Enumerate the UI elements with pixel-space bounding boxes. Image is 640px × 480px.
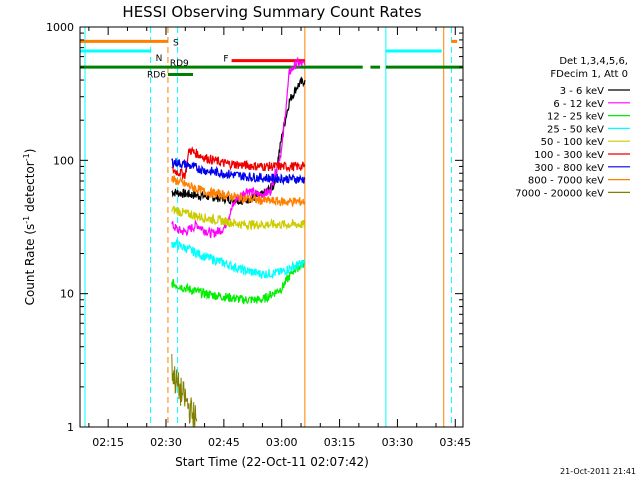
- flag-bars: SN F RD9 RD6: [80, 38, 463, 81]
- series-line-25-50-kev: [171, 238, 306, 280]
- flag-n-label: N: [156, 54, 163, 64]
- legend-label-50-100-kev: 50 - 100 keV: [541, 137, 605, 148]
- series-lines: [171, 56, 306, 428]
- legend-title-line-2: FDecim 1, Att 0: [550, 69, 628, 80]
- flag-f-label: F: [223, 55, 228, 65]
- legend-label-6-12-kev: 6 - 12 keV: [553, 99, 604, 110]
- y-tick-label-10: 10: [60, 288, 74, 301]
- series-line-100-300-kev: [171, 146, 306, 181]
- y-axis-title: Count Rate (s-1 detector-1): [22, 149, 37, 306]
- legend-label-7000-20000-kev: 7000 - 20000 keV: [515, 188, 604, 199]
- series-line-7000-20000-kev: [171, 353, 198, 428]
- x-tick-label-0315: 03:15: [324, 436, 356, 449]
- legend-label-12-25-kev: 12 - 25 keV: [547, 112, 604, 123]
- x-tick-label-0300: 03:00: [266, 436, 298, 449]
- plot-area: SN F RD9 RD6 02:15 02:30 02:45 03:00 03:15 03:30…: [46, 21, 471, 449]
- x-tick-label-0215: 02:15: [92, 436, 124, 449]
- series-line-6-12-kev: [171, 56, 306, 239]
- legend-title-line-1: Det 1,3,4,5,6,: [559, 56, 628, 67]
- flag-s-label: S: [173, 38, 179, 48]
- series-line-12-25-kev: [171, 259, 306, 305]
- legend-label-300-800-kev: 300 - 800 keV: [534, 163, 604, 174]
- plot-frame: [79, 26, 464, 428]
- x-tick-label-0330: 03:30: [382, 436, 414, 449]
- legend-label-100-300-kev: 100 - 300 keV: [534, 150, 604, 161]
- footer-timestamp: 21-Oct-2011 21:41: [560, 467, 636, 476]
- y-tick-label-100: 100: [53, 154, 74, 167]
- y-tick-label-1: 1: [67, 421, 74, 434]
- x-tick-label-0345: 03:45: [439, 436, 471, 449]
- x-tick-label-0245: 02:45: [208, 436, 240, 449]
- series-line-50-100-kev: [171, 205, 306, 231]
- vertical-markers: [84, 27, 452, 427]
- chart-title: HESSI Observing Summary Count Rates: [122, 3, 421, 21]
- x-axis-title: Start Time (22-Oct-11 02:07:42): [175, 455, 369, 469]
- flag-rd9-label: RD9: [170, 59, 189, 69]
- series-line-300-800-kev: [171, 158, 306, 186]
- flag-rd6-label: RD6: [147, 71, 166, 81]
- series-line-800-7000-kev: [171, 175, 306, 208]
- y-tick-label-1000: 1000: [46, 21, 74, 34]
- x-axis-ticks: 02:15 02:30 02:45 03:00 03:15 03:30 03:45: [88, 27, 471, 449]
- x-tick-label-0230: 02:30: [150, 436, 182, 449]
- legend-label-800-7000-kev: 800 - 7000 keV: [528, 176, 604, 187]
- legend-label-3-6-kev: 3 - 6 keV: [560, 86, 604, 97]
- legend-label-25-50-kev: 25 - 50 keV: [547, 124, 604, 135]
- legend: Det 1,3,4,5,6, FDecim 1, Att 0 3 - 6 keV…: [515, 56, 630, 199]
- y-axis-ticks: 1 10 100 1000: [46, 21, 463, 434]
